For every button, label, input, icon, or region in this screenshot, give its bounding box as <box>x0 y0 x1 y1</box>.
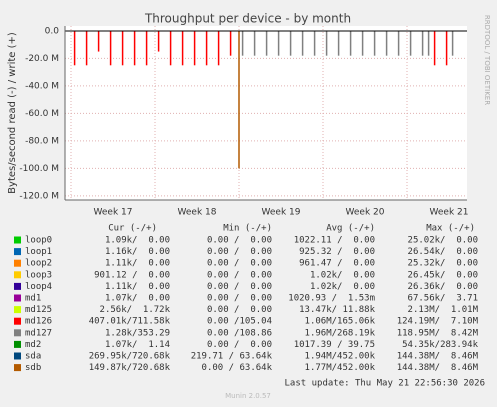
legend-swatch <box>14 294 21 302</box>
legend-stat: 407.01k/711.58k <box>89 317 171 327</box>
legend-stat: 961.47 / 0.00 <box>299 259 375 269</box>
legend-stat: 118.95M/ 8.42M <box>397 328 479 338</box>
legend-stat: 1.77M/452.00k <box>305 363 376 373</box>
legend-stat: 0.00 / 0.00 <box>207 259 272 269</box>
chart-title: Throughput per device - by month <box>144 12 351 26</box>
legend-stat: 25.02k/ 0.00 <box>408 236 478 246</box>
x-tick-label: Week 20 <box>346 208 385 218</box>
y-tick-label: -80.0 M <box>25 136 59 146</box>
legend-stat: 219.71 / 63.64k <box>191 352 273 362</box>
legend-swatch <box>14 340 21 348</box>
legend-stat: 1.96M/268.19k <box>305 328 376 338</box>
legend-swatch <box>14 271 21 279</box>
legend-stat: 1017.39 / 39.75 <box>294 340 375 350</box>
legend-swatch <box>14 364 21 372</box>
legend-stat: 1.94M/452.00k <box>305 352 376 362</box>
legend-stat: 0.00 / 0.00 <box>207 247 272 257</box>
legend-stat: 1022.11 / 0.00 <box>294 236 375 246</box>
y-tick-label: 0.0 <box>45 26 60 36</box>
legend-stat: 0.00 / 0.00 <box>207 236 272 246</box>
legend-stat: 1.11k/ 0.00 <box>105 282 170 292</box>
x-tick-label: Week 19 <box>262 208 301 218</box>
legend-stat: 1.02k/ 0.00 <box>310 270 375 280</box>
legend-stat: 0.00 / 0.00 <box>207 340 272 350</box>
y-tick-label: -60.0 M <box>25 109 59 119</box>
legend-name: md127 <box>25 328 52 338</box>
legend-name: loop2 <box>25 259 52 269</box>
x-tick-label: Week 17 <box>94 208 133 218</box>
legend-stat: 0.00 / 0.00 <box>207 270 272 280</box>
legend-stat: 2.56k/ 1.72k <box>100 305 171 315</box>
legend-stat: 1020.93 / 1.53m <box>288 294 375 304</box>
legend-name: sdb <box>25 363 41 373</box>
column-header: Min (-/+) <box>223 224 272 234</box>
legend-swatch <box>14 317 21 325</box>
y-tick-label: -120.0 M <box>19 191 59 201</box>
legend-stat: 901.12 / 0.00 <box>94 270 170 280</box>
legend-stat: 1.02k/ 0.00 <box>310 282 375 292</box>
legend-stat: 1.07k/ 1.14 <box>105 340 170 350</box>
legend-swatch <box>14 282 21 290</box>
legend-stat: 0.00 /108.86 <box>207 328 272 338</box>
legend-stat: 0.00 / 63.64k <box>202 363 273 373</box>
legend-stat: 0.00 / 0.00 <box>207 305 272 315</box>
legend-stat: 269.95k/720.68k <box>89 352 171 362</box>
y-tick-label: -20.0 M <box>25 54 59 64</box>
legend-swatch <box>14 329 21 337</box>
legend-stat: 124.19M/ 7.10M <box>397 317 479 327</box>
legend-name: md2 <box>25 340 41 350</box>
legend-stat: 26.54k/ 0.00 <box>408 247 478 257</box>
column-header: Cur (-/+) <box>108 224 157 234</box>
legend-stat: 1.28k/353.29 <box>105 328 170 338</box>
legend-name: md125 <box>25 305 52 315</box>
legend-stat: 149.87k/720.68k <box>89 363 171 373</box>
side-text: RRDTOOL / TOBI OETIKER <box>483 15 491 105</box>
legend-stat: 1.07k/ 0.00 <box>105 294 170 304</box>
legend-stat: 54.35k/283.94k <box>402 340 478 350</box>
legend-name: sda <box>25 352 41 362</box>
legend-stat: 2.13M/ 1.01M <box>408 305 479 315</box>
legend-stat: 0.00 / 0.00 <box>207 294 272 304</box>
legend-stat: 925.32 / 0.00 <box>299 247 375 257</box>
legend-swatch <box>14 306 21 314</box>
y-axis-label: Bytes/second read (-) / write (+) <box>7 32 18 194</box>
legend-stat: 1.16k/ 0.00 <box>105 247 170 257</box>
legend-name: loop1 <box>25 247 52 257</box>
x-tick-label: Week 18 <box>178 208 217 218</box>
legend-name: loop4 <box>25 282 52 292</box>
footer: Last update: Thu May 21 22:56:30 2026 <box>285 379 485 389</box>
legend-stat: 26.45k/ 0.00 <box>408 270 478 280</box>
legend-name: md1 <box>25 294 41 304</box>
legend-swatch <box>14 352 21 360</box>
legend-stat: 1.06M/165.06k <box>305 317 376 327</box>
legend-stat: 25.32k/ 0.00 <box>408 259 478 269</box>
legend-name: loop0 <box>25 236 52 246</box>
column-header: Max (-/+) <box>426 224 475 234</box>
legend-stat: 67.56k/ 3.71 <box>408 294 478 304</box>
x-tick-label: Week 21 <box>430 208 469 218</box>
legend-name: loop3 <box>25 270 52 280</box>
y-tick-label: -100.0 M <box>19 164 59 174</box>
legend-swatch <box>14 259 21 267</box>
version: Munin 2.0.57 <box>225 392 271 400</box>
legend-swatch <box>14 248 21 256</box>
legend-stat: 26.36k/ 0.00 <box>408 282 478 292</box>
legend-stat: 144.38M/ 8.46M <box>397 352 479 362</box>
legend-stat: 1.11k/ 0.00 <box>105 259 170 269</box>
legend-swatch <box>14 236 21 244</box>
y-tick-label: -40.0 M <box>25 81 59 91</box>
legend-stat: 13.47k/ 11.88k <box>299 305 375 315</box>
legend-stat: 144.38M/ 8.46M <box>397 363 479 373</box>
legend-name: md126 <box>25 317 52 327</box>
column-header: Avg (-/+) <box>326 224 375 234</box>
legend-stat: 0.00 /105.04 <box>207 317 272 327</box>
legend-stat: 0.00 / 0.00 <box>207 282 272 292</box>
legend-stat: 1.09k/ 0.00 <box>105 236 170 246</box>
